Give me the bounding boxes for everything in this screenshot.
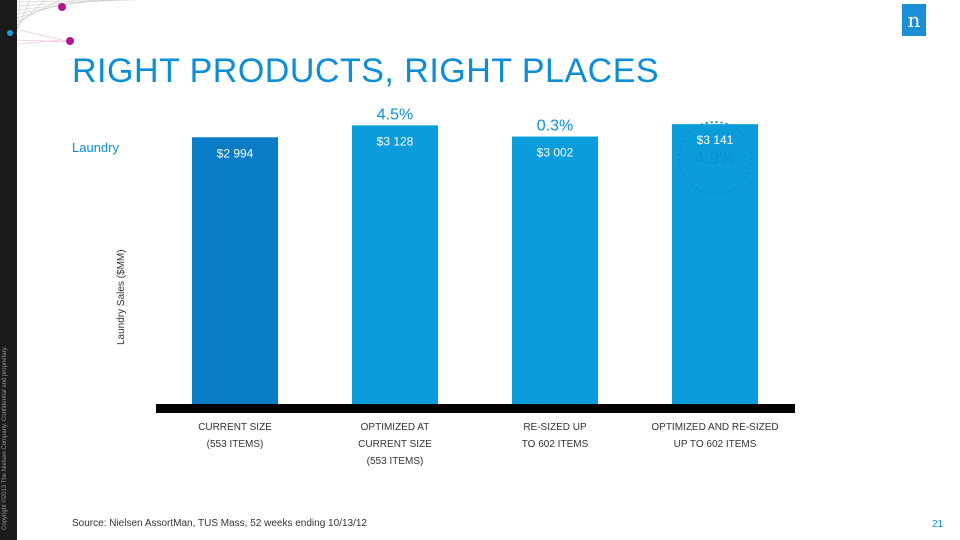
growth-label: 4.9% [694, 148, 735, 168]
bar [512, 136, 598, 405]
highlight-circle [678, 121, 752, 195]
nielsen-logo: n [902, 4, 926, 36]
bar-value-label: $3 141 [697, 133, 734, 147]
category-label: RE-SIZED UP TO 602 ITEMS [522, 422, 589, 450]
category-label: CURRENT SIZE (553 ITEMS) [198, 422, 272, 450]
slide-title: RIGHT PRODUCTS, RIGHT PLACES [72, 52, 660, 90]
decorative-network-graphic [7, 0, 136, 45]
bar [352, 125, 438, 404]
category-label: OPTIMIZED AND RE-SIZED UP TO 602 ITEMS [651, 422, 778, 450]
source-note: Source: Nielsen AssortMan, TUS Mass, 52 … [72, 518, 367, 529]
page-number: 21 [932, 519, 944, 530]
growth-label: 4.5% [377, 106, 413, 123]
left-stripe [0, 0, 17, 540]
category-label: OPTIMIZED AT CURRENT SIZE (553 ITEMS) [358, 422, 432, 467]
x-axis-baseline [156, 404, 795, 413]
bar [192, 137, 278, 404]
bar-value-label: $2 994 [217, 146, 254, 160]
bar [672, 124, 758, 404]
growth-label: 0.3% [537, 118, 573, 135]
bar-value-label: $3 002 [537, 146, 574, 160]
chart-subtitle: Laundry [72, 140, 119, 155]
bar-value-label: $3 128 [377, 134, 414, 148]
